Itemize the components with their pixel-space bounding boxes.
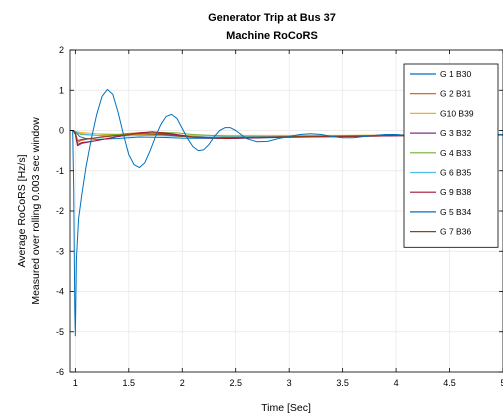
y-tick-label: 1 (59, 85, 64, 95)
legend-label: G 2 B31 (440, 89, 471, 99)
x-tick-label: 2 (180, 378, 185, 388)
x-tick-label: 1 (73, 378, 78, 388)
series-line-7 (70, 88, 503, 337)
x-tick-label: 3 (287, 378, 292, 388)
chart-title: Generator Trip at Bus 37 (208, 12, 336, 24)
x-tick-label: 3.5 (336, 378, 349, 388)
x-tick-label: 1.5 (123, 378, 136, 388)
x-axis-label: Time [Sec] (261, 402, 311, 414)
x-tick-label: 4 (394, 378, 399, 388)
legend-label: G 1 B30 (440, 69, 471, 79)
y-tick-label: -6 (56, 367, 64, 377)
y-axis-label-line1: Average RoCoRS [Hz/s] (16, 154, 28, 267)
legend-label: G 6 B35 (440, 168, 471, 178)
y-tick-label: -4 (56, 287, 64, 297)
y-tick-label: 2 (59, 45, 64, 55)
legend-label: G 7 B36 (440, 227, 471, 237)
y-tick-label: -5 (56, 327, 64, 337)
series-layer (70, 88, 503, 337)
legend: G 1 B30 G 2 B31 G10 B39 G 3 B32 G 4 B33 G 6 B… (403, 63, 499, 248)
y-tick-label: -1 (56, 166, 64, 176)
legend-label: G10 B39 (440, 108, 474, 118)
legend-label: G 5 B34 (440, 207, 471, 217)
x-tick-label: 5 (500, 378, 503, 388)
y-axis-label-line2: Measured over rolling 0.003 sec window (30, 117, 42, 305)
y-tick-label: -3 (56, 246, 64, 256)
y-tick-label: 0 (59, 126, 64, 136)
legend-label: G 4 B33 (440, 148, 471, 158)
series-line-8 (70, 130, 503, 142)
chart-subtitle: Machine RoCoRS (226, 30, 318, 42)
x-tick-label: 2.5 (229, 378, 242, 388)
ticks: 1 1.5 2 2.5 3 3.5 4 4.5 5 -6 -5 -4 -3 -2 -1 0 1 2 (56, 45, 503, 388)
legend-box (403, 63, 499, 248)
y-tick-label: -2 (56, 206, 64, 216)
legend-label: G 3 B32 (440, 128, 471, 138)
x-tick-label: 4.5 (443, 378, 456, 388)
legend-label: G 9 B38 (440, 187, 471, 197)
